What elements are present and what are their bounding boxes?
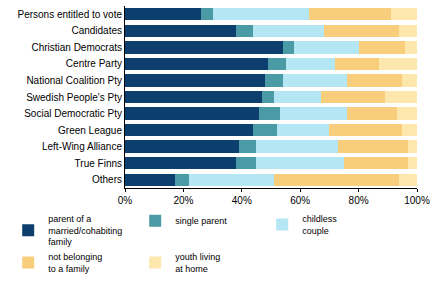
svg-text:100%: 100%: [404, 195, 430, 206]
svg-text:Candidates: Candidates: [71, 25, 122, 36]
svg-text:0%: 0%: [118, 195, 133, 206]
svg-text:National Coalition Pty: National Coalition Pty: [26, 75, 122, 86]
svg-text:parent of amarried/cohabitingf: parent of amarried/cohabitingfamily: [48, 214, 122, 247]
svg-text:Others: Others: [92, 174, 122, 185]
svg-text:80%: 80%: [349, 195, 369, 206]
svg-text:Left-Wing Alliance: Left-Wing Alliance: [42, 141, 122, 152]
svg-text:youth livingat home: youth livingat home: [175, 252, 220, 274]
svg-text:Social Democratic Pty: Social Democratic Pty: [24, 108, 122, 119]
svg-text:Christian Democrats: Christian Democrats: [31, 42, 122, 53]
svg-text:Persons entitled to vote: Persons entitled to vote: [17, 9, 122, 20]
svg-text:childlesscouple: childlesscouple: [302, 214, 337, 236]
svg-text:single parent: single parent: [175, 216, 227, 226]
svg-text:Green League: Green League: [58, 125, 122, 136]
svg-text:True Finns: True Finns: [75, 158, 122, 169]
svg-text:Swedish People's Pty: Swedish People's Pty: [26, 92, 122, 103]
svg-text:Centre Party: Centre Party: [66, 58, 122, 69]
svg-text:60%: 60%: [290, 195, 310, 206]
svg-text:20%: 20%: [173, 195, 193, 206]
svg-text:40%: 40%: [232, 195, 252, 206]
svg-text:not belongingto a family: not belongingto a family: [48, 252, 102, 274]
